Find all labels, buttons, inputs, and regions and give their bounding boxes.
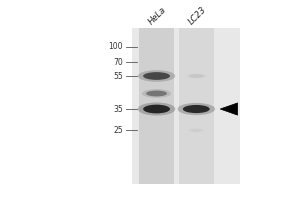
Text: 25: 25 bbox=[113, 126, 123, 135]
Text: LC23: LC23 bbox=[187, 5, 208, 27]
Ellipse shape bbox=[178, 103, 215, 115]
Polygon shape bbox=[220, 103, 238, 115]
Ellipse shape bbox=[142, 89, 171, 98]
Text: 35: 35 bbox=[113, 105, 123, 114]
Ellipse shape bbox=[143, 72, 170, 80]
Text: 55: 55 bbox=[113, 72, 123, 81]
Text: HeLa: HeLa bbox=[147, 5, 169, 27]
Ellipse shape bbox=[188, 128, 205, 133]
Bar bbox=[139, 28, 174, 184]
Ellipse shape bbox=[186, 73, 207, 79]
Text: 70: 70 bbox=[113, 58, 123, 67]
Ellipse shape bbox=[138, 102, 176, 116]
Ellipse shape bbox=[189, 74, 204, 78]
Bar bbox=[179, 28, 214, 184]
Text: 100: 100 bbox=[109, 42, 123, 51]
Ellipse shape bbox=[143, 105, 170, 113]
Ellipse shape bbox=[183, 105, 210, 113]
Ellipse shape bbox=[146, 91, 167, 96]
Bar bbox=[132, 28, 240, 184]
Ellipse shape bbox=[190, 129, 202, 132]
Ellipse shape bbox=[138, 70, 176, 82]
